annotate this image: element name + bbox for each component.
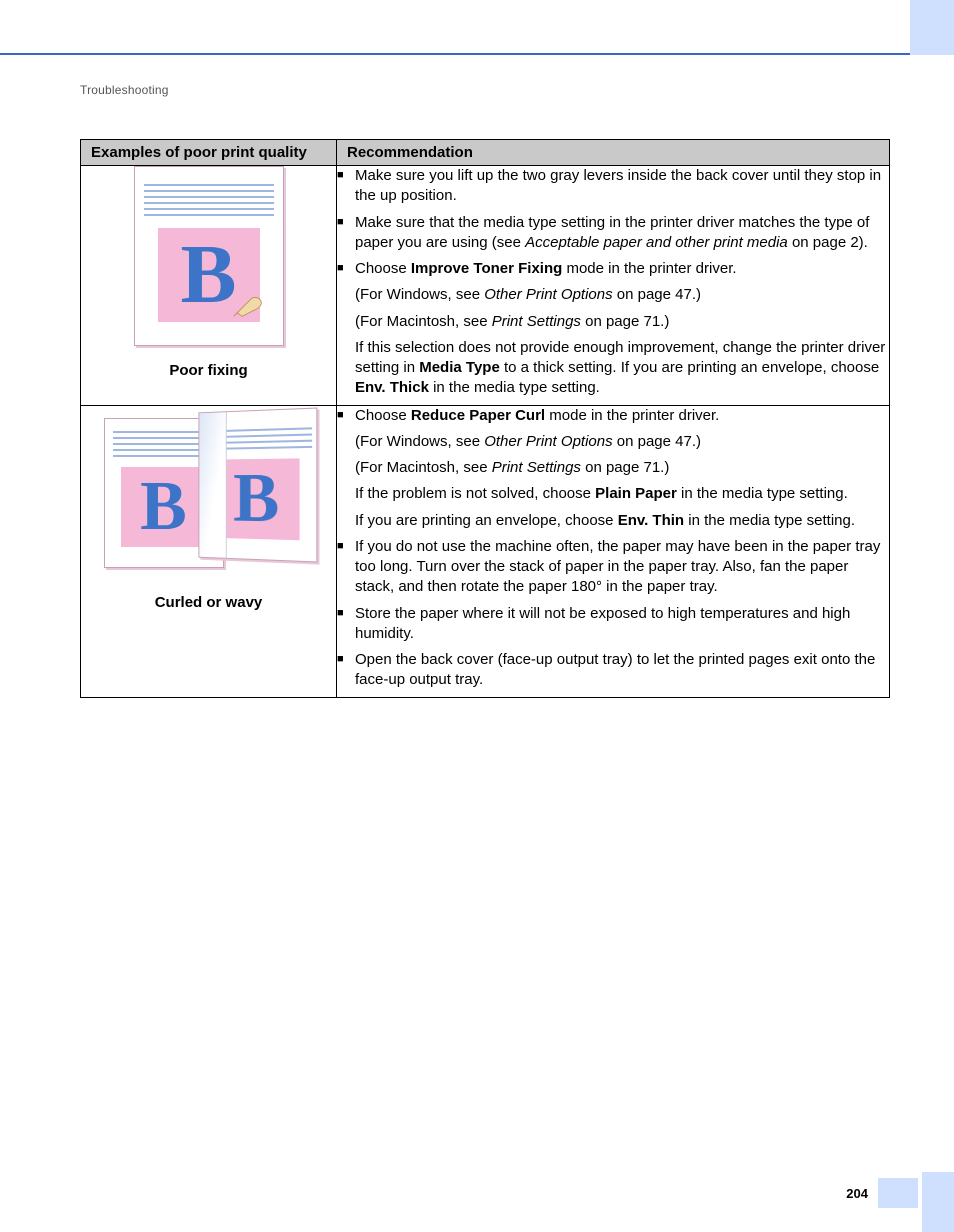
page-number: 204 bbox=[846, 1186, 868, 1201]
letter-b-icon: B bbox=[140, 472, 187, 542]
list-item: Choose Improve Toner Fixing mode in the … bbox=[337, 259, 889, 279]
letter-b-icon: B bbox=[180, 233, 236, 317]
example-curled: B B Curled or wavy bbox=[81, 405, 337, 697]
table-row: B Poor fixing Make sure you lift up the … bbox=[81, 166, 890, 406]
recommendation-list: If you do not use the machine often, the… bbox=[337, 537, 889, 691]
list-item: Store the paper where it will not be exp… bbox=[337, 604, 889, 645]
example-caption: Poor fixing bbox=[81, 362, 336, 379]
page-body: Troubleshooting Examples of poor print q… bbox=[0, 55, 954, 698]
pink-box-icon: B bbox=[214, 458, 299, 540]
paper-sheet-curled-icon: B bbox=[198, 407, 317, 562]
sub-line: (For Windows, see Other Print Options on… bbox=[355, 432, 889, 452]
sub-line: (For Macintosh, see Print Settings on pa… bbox=[355, 312, 889, 332]
sub-line: If this selection does not provide enoug… bbox=[355, 338, 889, 399]
recommendation-curled: Choose Reduce Paper Curl mode in the pri… bbox=[337, 405, 890, 697]
sub-line: (For Windows, see Other Print Options on… bbox=[355, 285, 889, 305]
recommendation-list: Make sure you lift up the two gray lever… bbox=[337, 166, 889, 279]
sub-line: If you are printing an envelope, choose … bbox=[355, 511, 889, 531]
breadcrumb: Troubleshooting bbox=[80, 83, 894, 97]
example-caption: Curled or wavy bbox=[81, 594, 336, 611]
example-poor-fixing: B Poor fixing bbox=[81, 166, 337, 406]
text-lines-icon bbox=[220, 427, 312, 453]
footer-decoration-icon bbox=[878, 1178, 918, 1208]
list-item: Make sure that the media type setting in… bbox=[337, 213, 889, 254]
header-examples: Examples of poor print quality bbox=[81, 140, 337, 166]
quality-table: Examples of poor print quality Recommend… bbox=[80, 139, 890, 698]
recommendation-poor-fixing: Make sure you lift up the two gray lever… bbox=[337, 166, 890, 406]
sub-line: (For Macintosh, see Print Settings on pa… bbox=[355, 458, 889, 478]
list-item: If you do not use the machine often, the… bbox=[337, 537, 889, 598]
sample-illustration: B B bbox=[104, 410, 314, 578]
text-lines-icon bbox=[144, 184, 274, 216]
footer-edge-icon bbox=[922, 1172, 954, 1232]
header-recommendation: Recommendation bbox=[337, 140, 890, 166]
pink-box-icon: B bbox=[121, 467, 207, 547]
recommendation-list: Choose Reduce Paper Curl mode in the pri… bbox=[337, 406, 889, 426]
top-bar bbox=[0, 0, 954, 55]
header-row: Examples of poor print quality Recommend… bbox=[81, 140, 890, 166]
table-row: B B Curled or wavy Choose Reduce Paper C… bbox=[81, 405, 890, 697]
list-item: Make sure you lift up the two gray lever… bbox=[337, 166, 889, 207]
sample-illustration: B bbox=[134, 166, 284, 346]
list-item: Open the back cover (face-up output tray… bbox=[337, 650, 889, 691]
page-footer: 204 bbox=[846, 1178, 918, 1208]
sub-line: If the problem is not solved, choose Pla… bbox=[355, 484, 889, 504]
letter-b-icon: B bbox=[233, 463, 279, 534]
list-item: Choose Reduce Paper Curl mode in the pri… bbox=[337, 406, 889, 426]
finger-smudge-icon bbox=[232, 284, 266, 318]
